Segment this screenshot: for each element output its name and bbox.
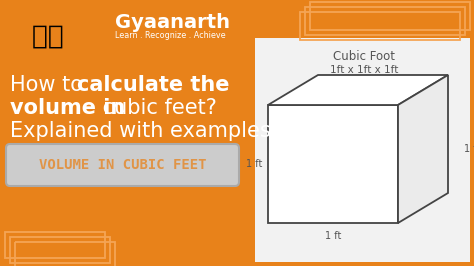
Text: 👨‍🎓: 👨‍🎓 xyxy=(32,24,64,50)
Polygon shape xyxy=(398,75,448,223)
Text: cubic feet?: cubic feet? xyxy=(96,98,217,118)
Text: How to: How to xyxy=(10,75,90,95)
Text: Learn . Recognize . Achieve: Learn . Recognize . Achieve xyxy=(115,31,226,40)
Bar xyxy=(268,105,398,223)
FancyBboxPatch shape xyxy=(255,38,470,262)
Text: volume in: volume in xyxy=(10,98,125,118)
Text: Gyaanarth: Gyaanarth xyxy=(115,13,230,31)
Text: Explained with examples?: Explained with examples? xyxy=(10,121,282,141)
Text: 1ft x 1ft x 1ft: 1ft x 1ft x 1ft xyxy=(330,65,399,75)
Text: calculate the: calculate the xyxy=(77,75,229,95)
Text: 1 ft: 1 ft xyxy=(325,231,341,241)
Text: Cubic Foot: Cubic Foot xyxy=(334,49,395,63)
Text: 1 ft: 1 ft xyxy=(246,159,262,169)
Text: VOLUME IN CUBIC FEET: VOLUME IN CUBIC FEET xyxy=(39,158,206,172)
Text: 1 ft: 1 ft xyxy=(464,144,474,154)
Polygon shape xyxy=(268,75,448,105)
FancyBboxPatch shape xyxy=(6,144,239,186)
